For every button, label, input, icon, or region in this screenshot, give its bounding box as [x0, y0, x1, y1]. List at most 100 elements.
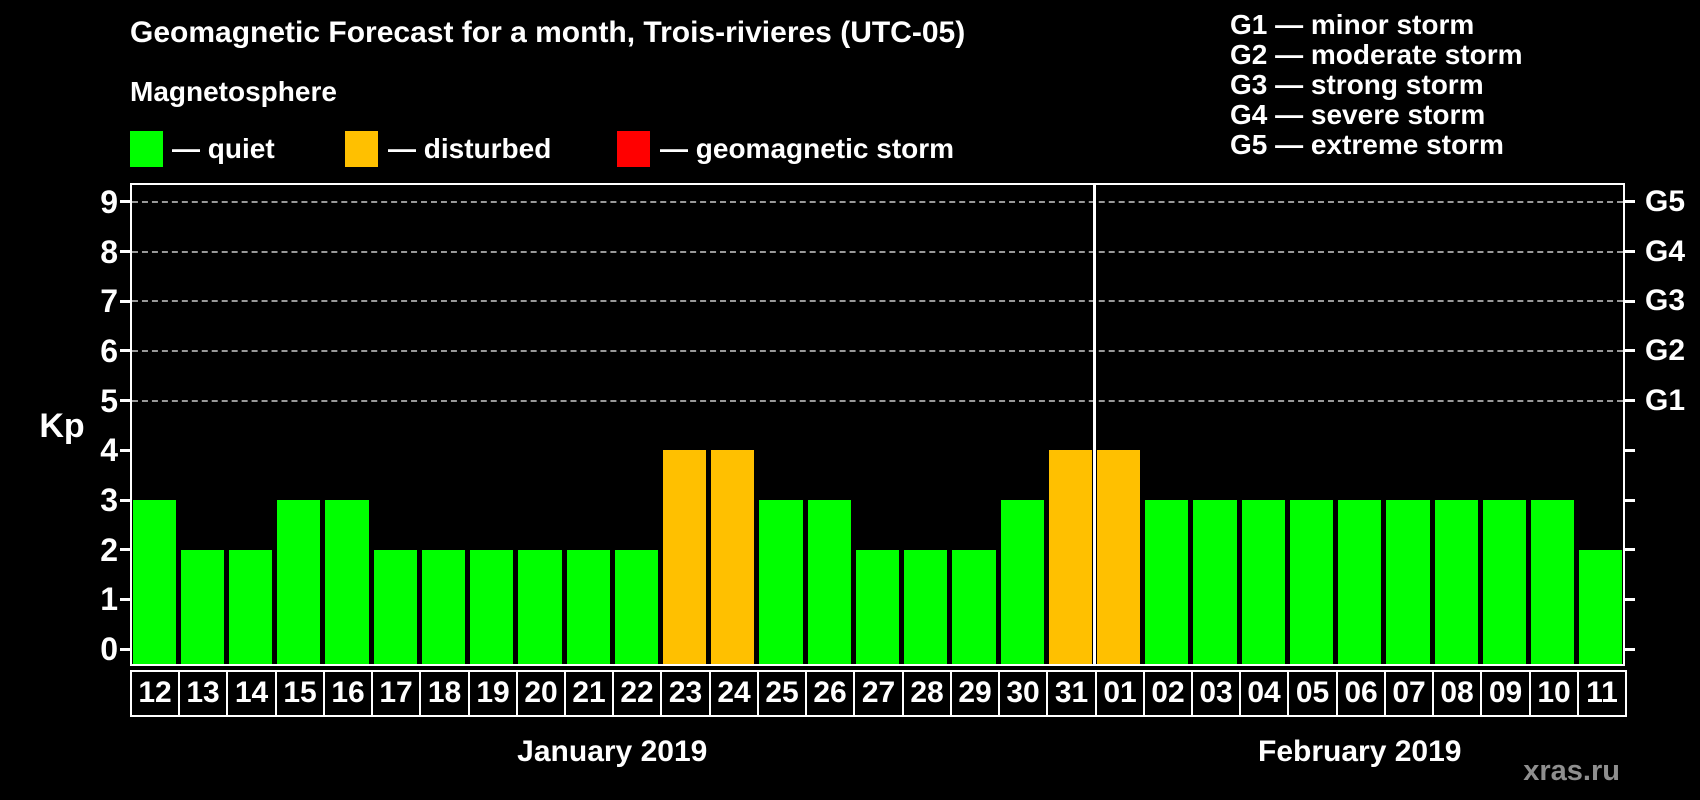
kp-bar	[566, 549, 610, 664]
y-tick-label: 1	[100, 581, 118, 618]
y-axis-tick	[120, 399, 130, 403]
kp-bar	[952, 549, 996, 664]
y-axis-tick	[1625, 299, 1635, 303]
kp-bar	[1579, 549, 1623, 664]
kp-bar	[277, 500, 321, 664]
y-axis-tick	[1625, 498, 1635, 502]
kp-bar	[1289, 500, 1334, 664]
storm-scale-legend: G1 — minor storm G2 — moderate storm G3 …	[1230, 10, 1523, 160]
kp-bar	[1145, 500, 1189, 664]
y-tick-label: 9	[100, 183, 118, 220]
g-scale-label: G3	[1645, 284, 1686, 318]
kp-bar	[1241, 500, 1285, 664]
kp-bar	[421, 549, 466, 664]
y-axis-tick	[1625, 399, 1635, 403]
day-label: 29	[950, 670, 1000, 717]
y-tick-label: 0	[100, 631, 118, 668]
day-label: 10	[1529, 670, 1579, 717]
kp-bar	[1531, 500, 1575, 664]
kp-bar	[373, 549, 417, 664]
y-axis-tick	[120, 548, 130, 552]
day-label: 05	[1287, 670, 1338, 717]
y-tick-label: 3	[100, 482, 118, 519]
storm-scale-line-g1: G1 — minor storm	[1230, 9, 1475, 40]
kp-bar	[759, 500, 803, 664]
day-label: 09	[1480, 670, 1531, 717]
gridline	[132, 250, 1623, 253]
kp-bar	[807, 500, 851, 664]
day-label: 03	[1191, 670, 1241, 717]
day-label: 01	[1095, 670, 1145, 717]
kp-bar	[180, 549, 224, 664]
day-label: 27	[853, 670, 904, 717]
storm-legend-label: — geomagnetic storm	[660, 133, 955, 164]
gridline	[132, 300, 1623, 303]
y-tick-label: 4	[100, 432, 118, 469]
kp-bar	[904, 549, 948, 664]
kp-bar	[518, 549, 562, 664]
g-scale-label: G5	[1645, 184, 1686, 218]
y-axis-tick	[1625, 647, 1635, 651]
y-tick-label: 2	[100, 531, 118, 568]
kp-bar	[132, 500, 176, 664]
storm-scale-line-g3: G3 — strong storm	[1230, 69, 1484, 100]
g-scale-label: G1	[1645, 383, 1686, 417]
day-label: 28	[902, 670, 952, 717]
quiet-swatch-icon	[130, 131, 163, 167]
kp-bar	[1386, 500, 1430, 664]
storm-scale-line-g5: G5 — extreme storm	[1230, 129, 1504, 160]
gridline	[132, 200, 1623, 203]
kp-bar	[1000, 500, 1044, 664]
day-label: 13	[178, 670, 228, 717]
kp-bar	[855, 549, 900, 664]
day-label: 18	[419, 670, 470, 717]
day-label: 02	[1143, 670, 1193, 717]
disturbed-swatch-icon	[345, 131, 378, 167]
storm-swatch-icon	[617, 131, 650, 167]
day-label: 04	[1239, 670, 1289, 717]
kp-bar	[1338, 500, 1382, 664]
y-tick-label: 6	[100, 332, 118, 369]
day-label: 21	[564, 670, 614, 717]
y-axis-tick	[120, 448, 130, 452]
y-axis-label: Kp	[39, 407, 85, 445]
day-label: 16	[323, 670, 373, 717]
day-label: 24	[709, 670, 759, 717]
y-axis-tick	[1625, 548, 1635, 552]
quiet-legend-label: — quiet	[172, 133, 275, 164]
day-label: 08	[1432, 670, 1482, 717]
y-tick-label: 7	[100, 283, 118, 320]
day-label: 14	[226, 670, 277, 717]
day-label: 22	[612, 670, 662, 717]
kp-bar	[614, 549, 658, 664]
month-label: January 2019	[517, 735, 708, 768]
day-label: 30	[998, 670, 1048, 717]
kp-bar	[711, 450, 755, 664]
kp-bar	[662, 450, 707, 664]
month-label: February 2019	[1258, 735, 1462, 768]
y-axis-tick	[1625, 200, 1635, 204]
kp-bar	[1434, 500, 1478, 664]
magnetosphere-legend-heading: Magnetosphere	[130, 76, 337, 107]
y-axis-tick	[1625, 448, 1635, 452]
day-label: 12	[130, 670, 180, 717]
y-tick-label: 8	[100, 233, 118, 270]
y-axis-tick	[120, 299, 130, 303]
day-label: 23	[660, 670, 711, 717]
day-label: 19	[468, 670, 518, 717]
kp-bar	[470, 549, 514, 664]
kp-bar	[228, 549, 273, 664]
day-label: 26	[805, 670, 855, 717]
day-label: 20	[516, 670, 566, 717]
y-axis-tick	[120, 597, 130, 601]
kp-bar	[1193, 500, 1237, 664]
disturbed-legend-label: — disturbed	[388, 133, 552, 164]
y-axis-tick	[120, 498, 130, 502]
y-tick-label: 5	[100, 382, 118, 419]
g-scale-label: G2	[1645, 333, 1686, 367]
day-label: 25	[757, 670, 807, 717]
kp-bar	[1482, 500, 1527, 664]
storm-scale-line-g4: G4 — severe storm	[1230, 99, 1486, 130]
watermark: xras.ru	[1523, 755, 1620, 787]
